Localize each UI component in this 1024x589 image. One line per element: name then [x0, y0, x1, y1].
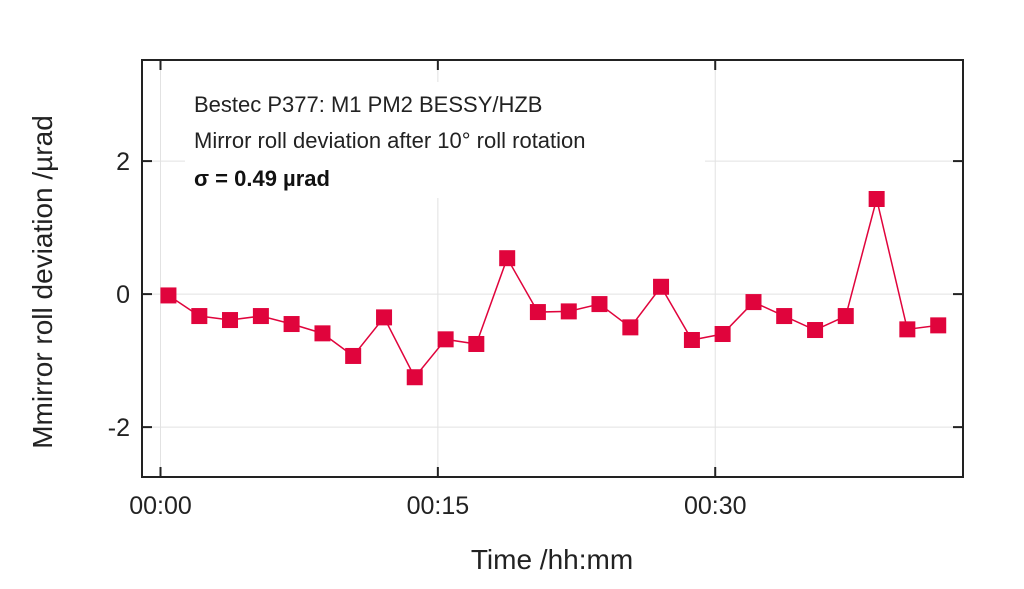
series-line: [168, 198, 939, 379]
data-point: [160, 287, 177, 304]
data-point: [807, 322, 824, 339]
data-point: [345, 347, 362, 364]
data-point: [252, 308, 269, 325]
data-point: [745, 294, 762, 311]
annotation-sigma: σ = 0.49 µrad: [194, 166, 330, 191]
x-axis-label: Time /hh:mm: [471, 544, 633, 575]
data-point: [314, 325, 331, 342]
annotation-line-1: Bestec P377: M1 PM2 BESSY/HZB: [194, 92, 542, 117]
x-tick-label: 00:30: [684, 492, 747, 520]
data-point: [376, 309, 393, 326]
data-point: [837, 308, 854, 325]
annotation-line-2: Mirror roll deviation after 10° roll rot…: [194, 128, 586, 153]
data-point: [653, 278, 670, 295]
data-point: [776, 308, 793, 325]
y-tick-label: 0: [116, 281, 130, 309]
data-point: [622, 319, 639, 336]
y-axis-label: Mmirror roll deviation /µrad: [27, 115, 58, 449]
annotation-background: [185, 82, 705, 198]
data-point: [529, 304, 546, 321]
data-point: [191, 308, 208, 325]
data-point: [930, 317, 947, 334]
ticks: 00:00 00:15 00:30 2 0 -2: [108, 60, 963, 520]
data-point: [283, 316, 300, 333]
data-point: [468, 335, 485, 352]
data-point: [560, 303, 577, 320]
data-point: [406, 369, 423, 386]
y-tick-label: -2: [108, 414, 130, 442]
data-point: [222, 312, 239, 329]
data-point: [499, 250, 516, 267]
data-point: [683, 331, 700, 348]
series: [160, 191, 947, 386]
x-tick-label: 00:15: [407, 492, 470, 520]
data-point: [899, 321, 916, 338]
data-point: [714, 326, 731, 343]
x-tick-label: 00:00: [129, 492, 192, 520]
plot-frame: [141, 59, 964, 478]
data-point: [868, 191, 885, 207]
data-point: [591, 296, 608, 313]
data-point: [437, 331, 454, 348]
y-tick-label: 2: [116, 148, 130, 176]
